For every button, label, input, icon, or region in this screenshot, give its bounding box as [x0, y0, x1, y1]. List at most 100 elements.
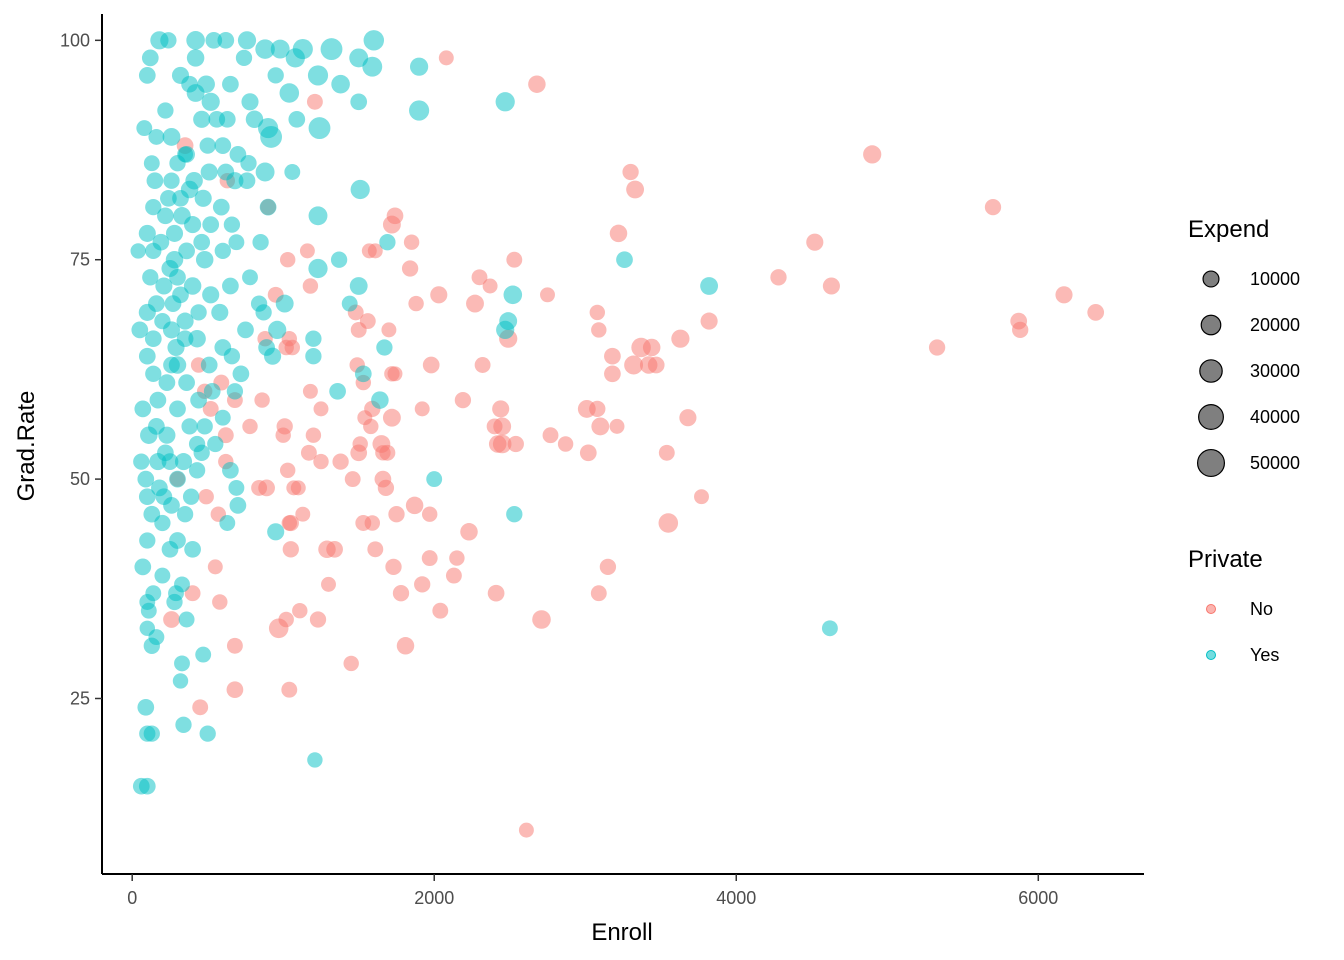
data-point-yes-87	[330, 251, 348, 268]
data-point-yes-131	[354, 365, 372, 383]
data-point-no-126	[321, 576, 336, 592]
size-legend-key	[1200, 314, 1222, 336]
data-point-no-29	[466, 294, 484, 313]
data-point-yes-82	[214, 242, 231, 260]
data-point-yes-42	[162, 127, 181, 146]
data-point-no-76	[609, 418, 625, 434]
data-point-no-96	[279, 462, 296, 479]
data-point-no-146	[184, 585, 201, 602]
data-point-yes-2	[186, 31, 205, 50]
data-point-no-100	[286, 480, 302, 496]
data-point-no-136	[396, 637, 415, 655]
data-point-yes-167	[163, 497, 180, 514]
data-point-yes-134	[178, 374, 195, 391]
color-legend-label-no: No	[1250, 599, 1273, 619]
data-point-no-117	[282, 541, 299, 558]
data-point-yes-24	[331, 74, 350, 94]
data-point-no-113	[364, 515, 381, 531]
data-point-yes-76	[138, 224, 156, 242]
data-point-no-56	[604, 365, 621, 383]
data-point-no-78	[542, 427, 559, 444]
size-legend-key	[1198, 404, 1224, 430]
data-point-yes-171	[506, 506, 523, 523]
data-point-yes-79	[252, 234, 269, 251]
data-point-yes-3	[205, 31, 223, 49]
data-point-no-122	[385, 558, 402, 576]
data-point-no-32	[589, 304, 606, 321]
data-point-no-150	[242, 418, 258, 435]
x-tick-label: 0	[127, 888, 137, 908]
data-point-yes-54	[200, 163, 218, 181]
data-point-no-93	[332, 453, 349, 470]
data-point-yes-119	[188, 329, 206, 348]
data-point-yes-202	[138, 777, 156, 795]
data-point-yes-74	[223, 216, 241, 233]
data-point-no-144	[207, 559, 223, 575]
y-tick-label: 25	[70, 688, 90, 708]
data-point-yes-84	[145, 242, 162, 260]
data-point-no-114	[658, 513, 679, 533]
size-legend: Expend 10000 20000 30000 40000 50000	[1188, 216, 1300, 478]
data-point-no-19	[471, 269, 488, 286]
color-legend: Private No Yes	[1188, 546, 1279, 665]
data-point-no-9	[382, 215, 401, 234]
data-point-yes-122	[305, 330, 322, 347]
data-point-yes-195	[137, 698, 155, 716]
data-point-yes-123	[264, 347, 282, 365]
data-point-yes-140	[190, 391, 207, 409]
data-point-yes-179	[134, 558, 152, 576]
data-point-no-22	[822, 277, 840, 295]
data-point-no-154	[202, 400, 219, 417]
data-point-no-80	[305, 427, 322, 443]
data-point-no-69	[382, 408, 401, 427]
y-axis-title: Grad.Rate	[13, 391, 40, 502]
y-tick-label: 100	[60, 30, 90, 50]
data-point-yes-94	[155, 277, 173, 295]
data-point-yes-83	[130, 243, 146, 259]
data-point-no-48	[278, 339, 294, 356]
data-point-no-131	[432, 602, 449, 619]
data-point-yes-193	[174, 655, 190, 672]
data-point-yes-16	[409, 57, 429, 76]
data-point-yes-44	[136, 120, 153, 137]
data-point-yes-43	[148, 128, 165, 145]
data-point-yes-23	[307, 65, 329, 86]
data-point-yes-98	[700, 277, 719, 295]
data-point-yes-8	[320, 38, 343, 61]
data-point-yes-70	[157, 207, 174, 225]
data-point-no-143	[212, 594, 228, 610]
data-point-no-84	[507, 435, 524, 453]
data-point-no-106	[388, 506, 405, 523]
data-point-no-123	[599, 558, 617, 576]
data-point-yes-86	[195, 250, 214, 269]
data-point-yes-146	[196, 418, 213, 435]
data-point-yes-203	[177, 146, 194, 163]
x-tick-label: 2000	[414, 888, 454, 908]
data-point-yes-164	[138, 488, 156, 506]
data-point-no-4	[622, 163, 639, 181]
data-point-yes-104	[341, 295, 358, 312]
data-point-yes-139	[149, 391, 167, 409]
data-point-yes-80	[379, 234, 396, 251]
data-point-no-120	[449, 550, 465, 566]
data-point-no-90	[300, 444, 317, 461]
data-point-no-119	[326, 540, 343, 558]
data-point-yes-207	[167, 338, 185, 357]
data-point-yes-40	[308, 117, 331, 140]
data-point-yes-188	[821, 620, 838, 637]
size-legend-key	[1202, 270, 1220, 288]
data-point-yes-10	[270, 39, 290, 59]
data-point-no-102	[251, 479, 268, 496]
data-point-yes-34	[193, 110, 211, 128]
data-point-no-67	[313, 401, 329, 417]
data-point-no-39	[381, 322, 397, 338]
color-legend-key-no	[1206, 604, 1216, 614]
data-point-no-72	[363, 418, 379, 435]
data-point-yes-133	[158, 374, 176, 391]
data-point-yes-147	[140, 426, 158, 444]
data-point-yes-178	[161, 540, 179, 558]
data-point-yes-194	[172, 673, 189, 689]
data-point-yes-198	[143, 725, 160, 742]
data-point-yes-124	[223, 348, 241, 365]
